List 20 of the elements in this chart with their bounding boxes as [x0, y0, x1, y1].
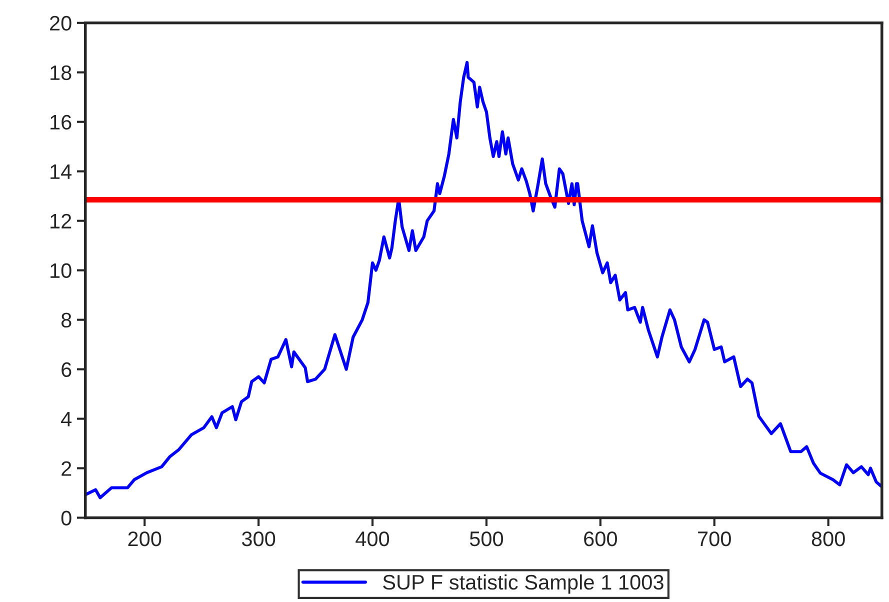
y-tick-label: 18: [50, 65, 72, 80]
x-tick-label: 200: [128, 531, 162, 546]
y-tick-label: 2: [62, 461, 72, 476]
y-tick-label: 12: [50, 214, 72, 228]
y-tick-label: 4: [61, 412, 72, 426]
x-tick-label: 300: [242, 531, 276, 546]
y-tick-label: 20: [50, 16, 72, 31]
y-tick-label: 16: [50, 114, 72, 130]
y-tick-label: 14: [50, 164, 72, 179]
y-tick-label: 10: [50, 263, 72, 278]
y-tick-label: 8: [61, 312, 72, 328]
y-tick-label: 6: [62, 362, 72, 378]
x-tick-label: 600: [584, 531, 617, 546]
line-series: [85, 60, 882, 500]
legend-label: SUP F statistic Sample 1 1003: [383, 574, 664, 594]
x-tick-label: 400: [356, 531, 390, 546]
y-tick-label: 0: [61, 510, 72, 526]
x-tick-label: 800: [812, 531, 845, 546]
x-tick-label: 500: [470, 531, 504, 546]
x-tick-label: 700: [698, 531, 731, 546]
